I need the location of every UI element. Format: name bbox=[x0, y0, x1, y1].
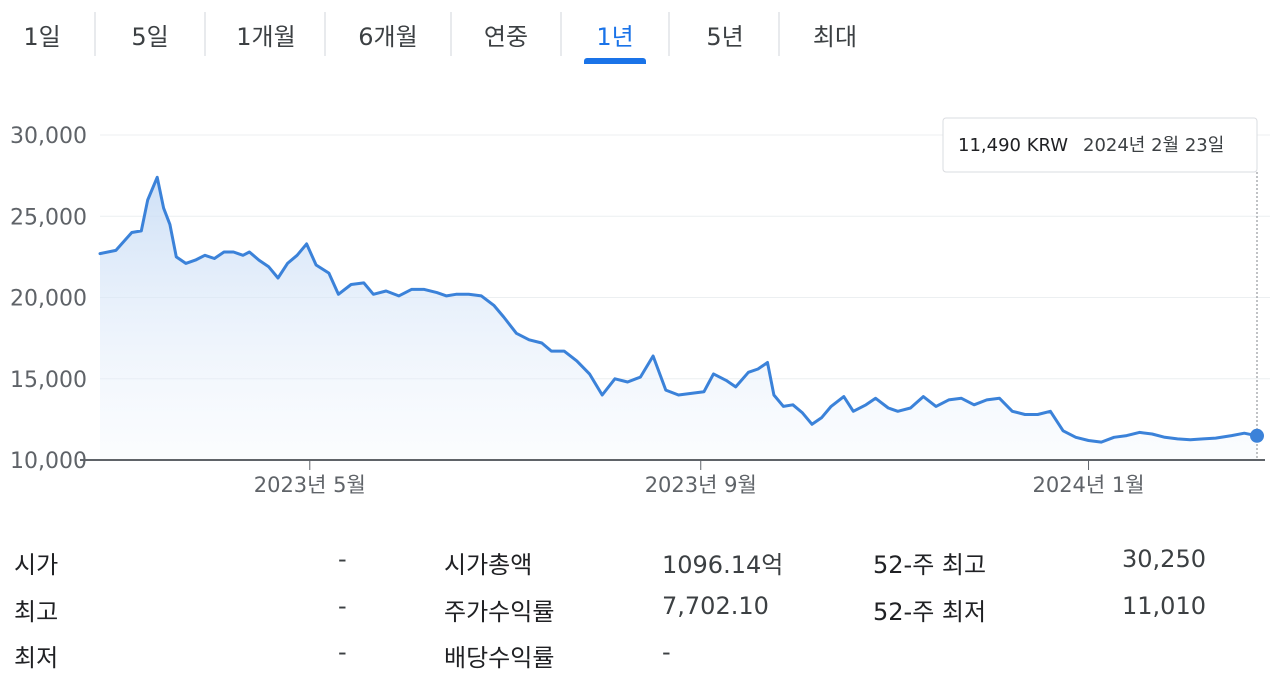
stat-label-dividend-yield: 배당수익률 bbox=[444, 644, 555, 672]
y-tick-label: 30,000 bbox=[10, 124, 87, 149]
tab-divider bbox=[668, 12, 670, 56]
x-tick-label: 2024년 1월 bbox=[1032, 473, 1144, 497]
tab-1-day[interactable]: 1일 bbox=[23, 22, 61, 51]
stat-value-market-cap: 1096.14억 bbox=[662, 551, 784, 579]
stat-label-market-cap: 시가총액 bbox=[444, 551, 533, 579]
stat-value-52w-high: 30,250 bbox=[1122, 545, 1206, 573]
stat-label-52w-high: 52-주 최고 bbox=[873, 551, 987, 579]
active-tab-indicator bbox=[584, 58, 646, 64]
tooltip-date: 2024년 2월 23일 bbox=[1083, 135, 1224, 156]
tab-1-month[interactable]: 1개월 bbox=[236, 22, 296, 51]
tab-ytd[interactable]: 연중 bbox=[483, 22, 529, 51]
stats-table: 시가 - 시가총액 1096.14억 52-주 최고 30,250 최고 - 주… bbox=[0, 535, 1280, 685]
price-line bbox=[98, 175, 1259, 444]
stat-label-open: 시가 bbox=[14, 551, 59, 579]
range-tabs: 1일 5일 1개월 6개월 연중 1년 5년 최대 bbox=[0, 0, 1280, 66]
price-tooltip: 11,490 KRW 2024년 2월 23일 bbox=[942, 117, 1258, 173]
tab-divider bbox=[778, 12, 780, 56]
tooltip-price: 11,490 KRW bbox=[958, 135, 1068, 156]
price-area-fill bbox=[100, 177, 1257, 461]
tab-1-year[interactable]: 1년 bbox=[596, 22, 634, 51]
x-tick-label: 2023년 9월 bbox=[645, 473, 757, 497]
stat-value-low: - bbox=[338, 638, 347, 666]
tab-divider bbox=[204, 12, 206, 56]
y-tick-label: 15,000 bbox=[10, 368, 87, 393]
y-tick-label: 25,000 bbox=[10, 205, 87, 230]
x-axis-ticks: 2023년 5월 2023년 9월 2024년 1월 bbox=[254, 460, 1145, 497]
stat-value-high: - bbox=[338, 592, 347, 620]
tab-5-day[interactable]: 5일 bbox=[131, 22, 169, 51]
current-price-dot bbox=[1250, 428, 1264, 443]
tab-divider bbox=[560, 12, 562, 56]
stat-label-low: 최저 bbox=[14, 644, 59, 672]
tab-6-month[interactable]: 6개월 bbox=[358, 22, 418, 51]
tab-5-year[interactable]: 5년 bbox=[706, 22, 744, 51]
stat-label-52w-low: 52-주 최저 bbox=[873, 598, 987, 626]
y-tick-label: 20,000 bbox=[10, 287, 87, 312]
stat-value-pe-ratio: 7,702.10 bbox=[662, 592, 769, 620]
y-tick-label: 10,000 bbox=[10, 449, 87, 474]
tab-divider bbox=[94, 12, 96, 56]
stat-label-pe-ratio: 주가수익률 bbox=[444, 598, 555, 626]
tab-max[interactable]: 최대 bbox=[812, 22, 858, 51]
stat-value-dividend-yield: - bbox=[662, 638, 671, 666]
x-tick-label: 2023년 5월 bbox=[254, 473, 366, 497]
stat-value-52w-low: 11,010 bbox=[1122, 592, 1206, 620]
tab-divider bbox=[450, 12, 452, 56]
y-axis-labels: 10,000 15,000 20,000 25,000 30,000 bbox=[10, 124, 87, 474]
tooltip-box bbox=[942, 117, 1258, 173]
tab-divider bbox=[324, 12, 326, 56]
stat-label-high: 최고 bbox=[14, 598, 59, 626]
stat-value-open: - bbox=[338, 545, 347, 573]
